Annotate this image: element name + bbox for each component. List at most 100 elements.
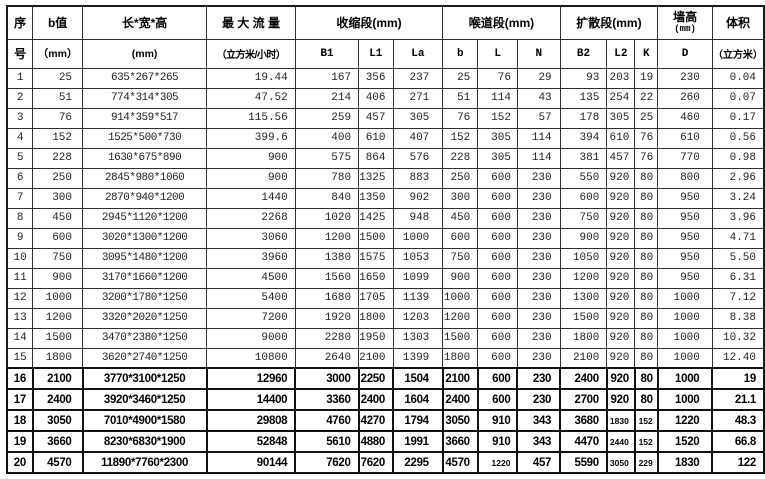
table-cell: 152 bbox=[442, 127, 479, 149]
table-cell: 3770*3100*1250 bbox=[81, 367, 208, 390]
table-cell: 2268 bbox=[206, 207, 296, 229]
col-group-header: 收缩段(mm) bbox=[294, 5, 444, 40]
table-cell: 230 bbox=[516, 347, 561, 369]
table-cell: 7 bbox=[6, 187, 34, 209]
table-cell: 1920 bbox=[294, 307, 360, 329]
header-row-2: 号（mm） (mm) （立方米/小时） B1 L1 La b L N B2 L2 K D （立方米） bbox=[6, 38, 765, 69]
table-row: 16 2100 3770*3100*1250 12960 3000 2250 1504 210… bbox=[6, 367, 765, 390]
table-cell: 3000 bbox=[294, 367, 360, 390]
table-cell: 750 bbox=[559, 207, 608, 229]
table-row: 19 3660 8230*6830*1900 52848 5610 4880 1991 366… bbox=[6, 430, 765, 453]
table-cell: 1000 bbox=[657, 287, 713, 309]
table-cell: 1000 bbox=[657, 307, 713, 329]
table-cell: 450 bbox=[32, 207, 84, 229]
table-cell: 80 bbox=[633, 388, 659, 411]
table-cell: 214 bbox=[294, 87, 360, 109]
table-cell: 900 bbox=[206, 147, 296, 169]
col-header: L2 bbox=[606, 38, 636, 69]
table-cell: 17 bbox=[6, 388, 34, 411]
table-cell: 8230*6830*1900 bbox=[81, 430, 208, 453]
table-cell: 406 bbox=[358, 87, 394, 109]
table-cell: 3660 bbox=[31, 430, 84, 453]
table-cell: 750 bbox=[442, 247, 479, 269]
table-row: 17 2400 3920*3460*1250 14400 3360 2400 1604 240… bbox=[6, 388, 765, 411]
col-header: N bbox=[516, 38, 561, 69]
table-cell: 407 bbox=[392, 127, 444, 149]
table-container: 序 b值 长*宽*高最 大 流 量收缩段(mm) 喉道段(mm) 扩散段(mm) 墙高 (m… bbox=[6, 5, 765, 474]
table-cell: 66.8 bbox=[711, 430, 765, 453]
table-cell: 950 bbox=[657, 187, 713, 209]
table-cell: 1380 bbox=[294, 247, 360, 269]
table-cell: 399.6 bbox=[206, 127, 296, 149]
table-cell: 3050 bbox=[605, 451, 636, 474]
table-cell: 600 bbox=[477, 327, 518, 349]
table-cell: 80 bbox=[634, 287, 659, 309]
table-cell: 152 bbox=[477, 107, 518, 129]
table-cell: 230 bbox=[516, 307, 561, 329]
table-cell: 2280 bbox=[294, 327, 360, 349]
table-cell: 5400 bbox=[206, 287, 296, 309]
table-cell: 343 bbox=[516, 430, 562, 453]
table-cell: 5610 bbox=[294, 430, 360, 453]
table-row: 2 51 774*314*305 47.52 214 406 271 51 114 43 135 25… bbox=[6, 87, 765, 109]
table-cell: 152 bbox=[633, 409, 659, 432]
table-cell: 950 bbox=[657, 267, 713, 289]
table-cell: 1830 bbox=[605, 409, 636, 432]
table-cell: 29808 bbox=[205, 409, 297, 432]
table-cell: 1325 bbox=[358, 167, 394, 189]
table-cell: 230 bbox=[516, 327, 561, 349]
table-cell: 115.56 bbox=[206, 107, 296, 129]
table-cell: 4.71 bbox=[711, 227, 765, 249]
table-cell: 230 bbox=[516, 287, 561, 309]
table-cell: 780 bbox=[294, 167, 360, 189]
table-cell: 3.96 bbox=[711, 207, 765, 229]
table-cell: 4880 bbox=[357, 430, 395, 453]
table-cell: 19 bbox=[711, 367, 765, 390]
col-header: 号 bbox=[6, 38, 34, 69]
table-cell: 600 bbox=[477, 307, 518, 329]
table-cell: 910 bbox=[476, 430, 519, 453]
table-cell: 305 bbox=[606, 107, 636, 129]
col-group-header: 体积 bbox=[711, 5, 765, 40]
table-cell: 6 bbox=[6, 167, 34, 189]
table-cell: 1220 bbox=[476, 451, 519, 474]
table-cell: 152 bbox=[32, 127, 84, 149]
table-cell: 22 bbox=[634, 87, 659, 109]
table-cell: 600 bbox=[32, 227, 84, 249]
table-cell: 237 bbox=[392, 67, 444, 89]
table-cell: 25 bbox=[32, 67, 84, 89]
col-group-header: 墙高 (mm) bbox=[657, 5, 713, 40]
table-cell: 260 bbox=[657, 87, 713, 109]
table-cell: 3680 bbox=[559, 409, 608, 432]
col-header: （立方米） bbox=[711, 38, 765, 69]
col-header: B1 bbox=[294, 38, 360, 69]
table-cell: 271 bbox=[392, 87, 444, 109]
table-cell: 1520 bbox=[656, 430, 714, 453]
table-cell: 2440 bbox=[605, 430, 636, 453]
table-cell: 228 bbox=[32, 147, 84, 169]
table-cell: 4570 bbox=[31, 451, 84, 474]
table-cell: 230 bbox=[516, 167, 561, 189]
table-cell: 7200 bbox=[206, 307, 296, 329]
table-cell: 900 bbox=[559, 227, 608, 249]
table-cell: 13 bbox=[6, 307, 34, 329]
table-cell: 920 bbox=[606, 167, 636, 189]
table-cell: 610 bbox=[657, 127, 713, 149]
table-cell: 950 bbox=[657, 247, 713, 269]
table-cell: 1200 bbox=[32, 307, 84, 329]
table-cell: 2400 bbox=[441, 388, 479, 411]
table-row: 11 900 3170*1660*1200 4500 1560 1650 1099 900 60… bbox=[6, 267, 765, 289]
table-cell: 0.56 bbox=[711, 127, 765, 149]
table-cell: 76 bbox=[634, 147, 659, 169]
table-cell: 230 bbox=[516, 187, 561, 209]
table-cell: 948 bbox=[392, 207, 444, 229]
table-cell: 3200*1780*1250 bbox=[82, 287, 208, 309]
table-cell: 80 bbox=[633, 367, 659, 390]
table-cell: 10 bbox=[6, 247, 34, 269]
table-cell: 460 bbox=[657, 107, 713, 129]
table-cell: 1020 bbox=[294, 207, 360, 229]
table-cell: 20 bbox=[6, 451, 34, 474]
table-cell: 920 bbox=[605, 388, 636, 411]
table-cell: 1830 bbox=[656, 451, 714, 474]
table-cell: 2250 bbox=[357, 367, 395, 390]
